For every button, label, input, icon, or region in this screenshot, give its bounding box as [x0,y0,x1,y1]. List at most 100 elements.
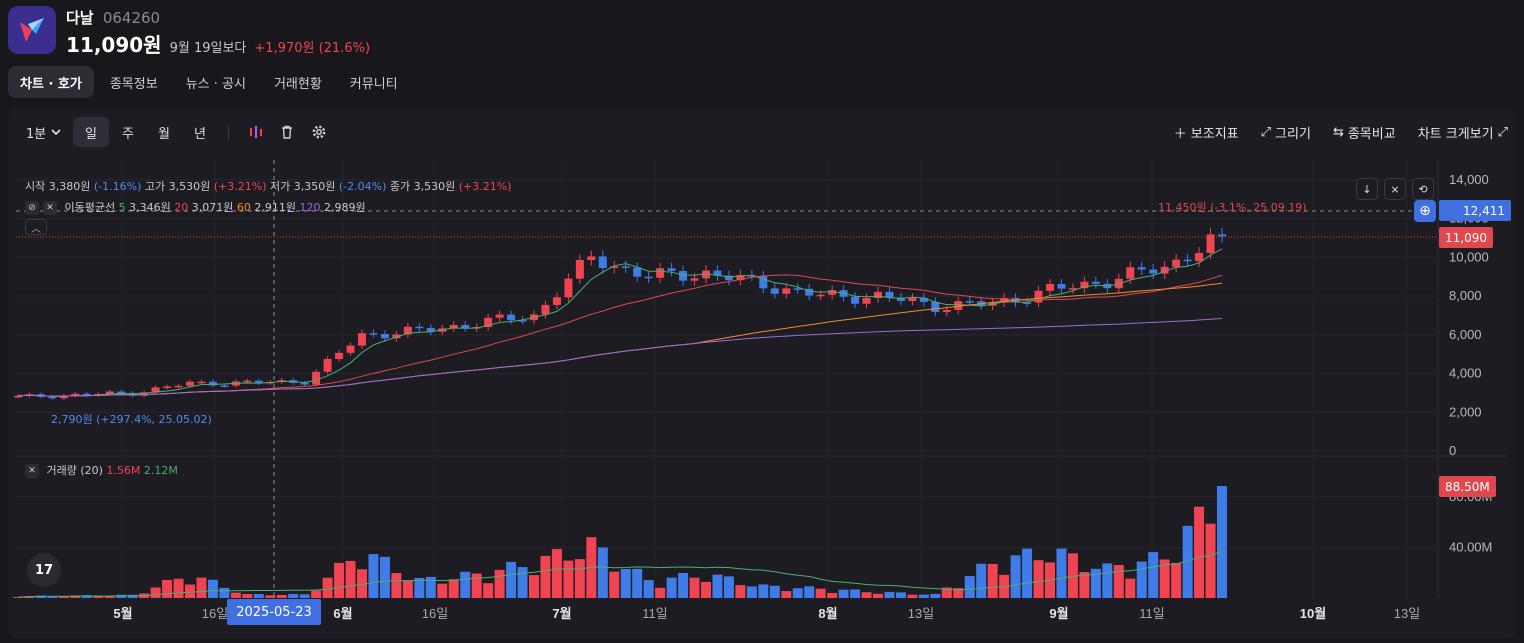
candle-body [220,385,229,387]
candle-body [759,275,768,289]
period-week[interactable]: 주 [122,126,134,142]
candle-body [1034,290,1043,303]
stock-header: 다날 064260 11,090원 9월 19일보다 +1,970원 (21.6… [0,0,1524,60]
period-month[interactable]: 월 [158,126,170,142]
volume-bar [529,575,539,598]
volume-value-1: 1.56M [106,464,141,477]
ma120-period: 120 [299,201,321,214]
volume-bar [150,587,161,598]
volume-bar [987,563,998,598]
candle-body [782,288,791,294]
tab-info[interactable]: 종목정보 [109,76,158,92]
volume-bar [678,573,689,598]
volume-bar [1171,562,1182,598]
volume-bar [873,593,883,598]
volume-bar [1148,552,1159,598]
indicator-label: 보조지표 [1190,126,1239,142]
candle-body [793,288,802,290]
candle-body [1091,281,1100,284]
eye-off-icon[interactable]: ⊘ [25,201,39,215]
volume-bar [815,588,826,598]
candle-body [243,380,252,383]
volume-bar [1010,555,1021,598]
danal-logo-icon [20,18,44,42]
collapse-icon[interactable]: ⨯ [1384,178,1406,200]
ma-label: 이동평균선 [64,201,116,214]
fullscreen-button[interactable]: 차트 크게보기 ⤢ [1418,123,1508,142]
candle-body [369,333,378,335]
volume-bar [173,578,184,598]
chart-toolbar: 1분 일 주 월 년 ＋ 보조지표 ⤢ 그리기 ⇆ 종목 [8,108,1516,156]
volume-bar [391,573,402,598]
volume-bar [322,577,333,598]
draw-button[interactable]: ⤢ 그리기 [1261,123,1311,142]
volume-bar [1022,548,1033,598]
swap-icon: ⇆ [1332,124,1344,140]
close-icon[interactable]: ✕ [43,201,57,215]
volume-bar [311,590,322,598]
candle-body [587,256,596,260]
add-alert-icon[interactable]: ⊕ [1414,200,1436,222]
high-value: 3,530원 [168,180,211,193]
stock-name: 다날 [66,9,94,27]
volume-bar [185,584,195,598]
close-volume-icon[interactable]: ✕ [25,464,39,478]
volume-bar [1125,578,1136,598]
candle-body [163,386,172,389]
ma60-period: 60 [236,201,251,214]
last-price: 11,090 [1445,230,1487,245]
volume-bar [288,593,299,598]
collapse-legend-button[interactable]: ︿ [25,219,47,235]
volume-bar [425,576,436,598]
volume-bar [219,587,230,598]
volume-ma-line [17,551,1223,598]
open-value: 3,380원 [48,180,91,193]
draw-label: 그리기 [1275,126,1311,142]
pencil-icon: ⤢ [1260,124,1272,140]
candle-body [1000,297,1009,303]
tab-community[interactable]: 커뮤니티 [349,76,398,92]
volume-value-2: 2.12M [143,464,178,477]
candle-body [197,381,206,384]
candle-body [667,268,676,271]
volume-bar [494,569,505,598]
candle-body [713,270,722,276]
trash-icon[interactable] [279,117,295,147]
candle-body [862,298,871,304]
tab-news[interactable]: 뉴스 · 공시 [185,76,246,92]
refresh-icon[interactable]: ⟲ [1412,178,1434,200]
volume-last: 88.50M [1445,479,1490,494]
gear-icon[interactable] [311,117,327,147]
close-pct: (+3.21%) [458,180,512,193]
compare-button[interactable]: ⇆ 종목비교 [1333,123,1396,142]
candle-body [94,394,103,396]
volume-bar [471,573,482,598]
indicator-button[interactable]: ＋ 보조지표 [1174,123,1239,142]
candle-body [151,387,160,393]
interval-dropdown[interactable]: 1분 [26,117,63,147]
arrow-down-icon[interactable]: ↓ [1356,178,1378,200]
candle-body [724,275,733,281]
candle-body [919,297,928,302]
ma20-period: 20 [174,201,189,214]
volume-bar [253,593,264,598]
volume-bar [1056,548,1067,598]
period-day[interactable]: 일 [73,117,109,147]
time-axis-label: 11일 [1139,606,1164,621]
candle-body [300,382,309,385]
chevron-down-icon [51,129,61,136]
volume-bar [368,554,379,598]
volume-bar [448,579,459,598]
volume-bar [517,567,528,598]
volume-label: 거래량 (20) [46,464,103,477]
chart-panel: 1분 일 주 월 년 ＋ 보조지표 ⤢ 그리기 ⇆ 종목 [8,108,1516,638]
period-year[interactable]: 년 [194,126,206,142]
candle-body [174,385,183,388]
volume-bar [1079,572,1090,598]
tab-trading[interactable]: 거래현황 [273,76,322,92]
ohlc-legend: 시작 3,380원 (-1.16%) 고가 3,530원 (+3.21%) 저가… [25,178,512,194]
candle-type-icon[interactable] [248,117,264,147]
tradingview-logo[interactable]: 17 [27,553,61,587]
tab-chart[interactable]: 차트 · 호가 [8,66,94,98]
